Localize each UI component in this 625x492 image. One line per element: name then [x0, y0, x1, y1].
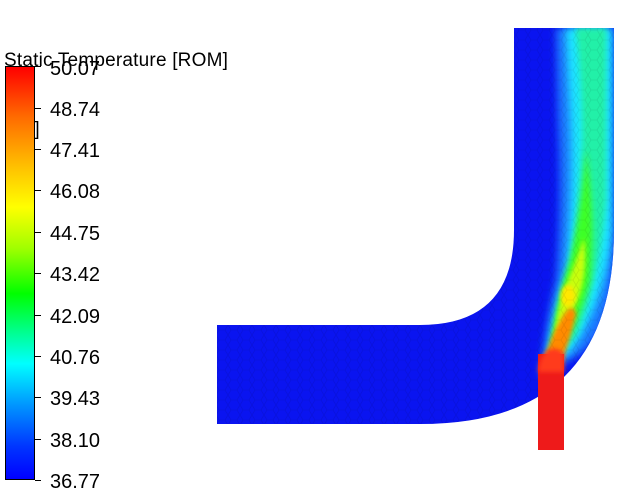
legend-tick — [35, 480, 41, 481]
legend-tick-label: 39.43 — [50, 388, 101, 410]
legend-tick-label: 36.77 — [50, 471, 101, 492]
legend-tick — [35, 108, 41, 109]
legend-tick-label: 50.07 — [50, 58, 101, 80]
legend-title-quantity: Static Temperature [ROM] — [4, 50, 229, 71]
legend-tick — [35, 66, 41, 67]
legend-tick — [35, 273, 41, 274]
legend-tick-label: 44.75 — [50, 223, 101, 245]
color-scale-bar — [5, 66, 35, 480]
legend-tick — [35, 397, 41, 398]
legend-tick-label: 42.09 — [50, 306, 101, 328]
legend-tick — [35, 149, 41, 150]
legend-tick — [35, 439, 41, 440]
legend-tick — [35, 232, 41, 233]
legend-tick — [35, 356, 41, 357]
legend-tick-label: 40.76 — [50, 347, 101, 369]
legend-tick-label: 46.08 — [50, 181, 101, 203]
legend-tick-label: 43.42 — [50, 264, 101, 286]
legend-tick — [35, 190, 41, 191]
legend-tick-label: 38.10 — [50, 430, 101, 452]
legend-tick — [35, 315, 41, 316]
legend-tick-label: 48.74 — [50, 99, 101, 121]
jet-exit-plume — [538, 348, 564, 372]
legend-tick-label: 47.41 — [50, 140, 101, 162]
